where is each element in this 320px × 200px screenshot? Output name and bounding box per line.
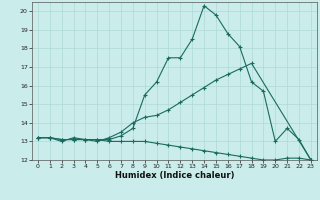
X-axis label: Humidex (Indice chaleur): Humidex (Indice chaleur)	[115, 171, 234, 180]
